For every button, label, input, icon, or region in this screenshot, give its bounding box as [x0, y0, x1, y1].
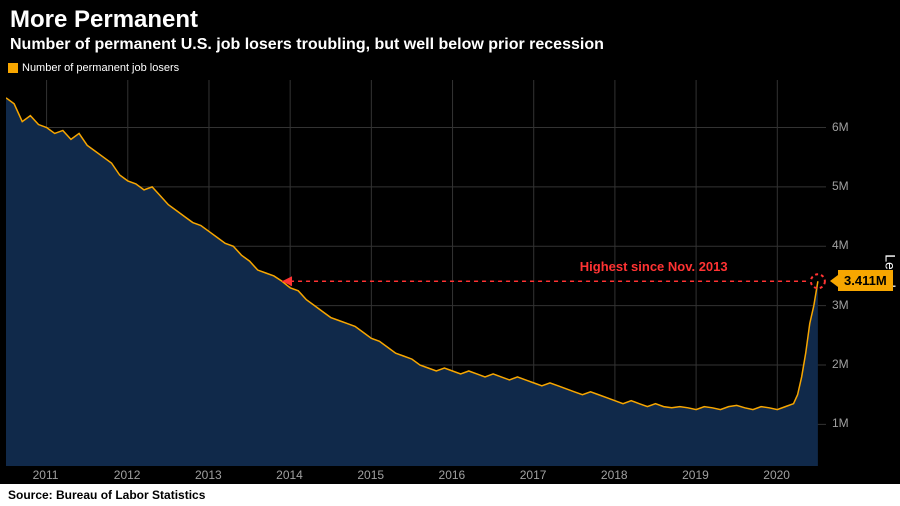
chart-title: More Permanent	[10, 6, 198, 34]
callout-value: 3.411M	[838, 270, 893, 291]
x-tick-label: 2013	[195, 468, 222, 482]
legend-label: Number of permanent job losers	[22, 62, 179, 74]
x-tick-label: 2016	[439, 468, 466, 482]
y-tick-label: 6M	[832, 120, 849, 134]
legend: Number of permanent job losers	[8, 62, 179, 74]
x-tick-label: 2012	[114, 468, 141, 482]
chart-frame: More Permanent Number of permanent U.S. …	[0, 0, 900, 506]
x-tick-label: 2018	[601, 468, 628, 482]
x-tick-label: 2014	[276, 468, 303, 482]
y-tick-label: 1M	[832, 416, 849, 430]
y-tick-label: 2M	[832, 357, 849, 371]
y-tick-label: 3M	[832, 298, 849, 312]
x-tick-label: 2017	[520, 468, 547, 482]
callout-arrow	[830, 275, 838, 287]
annotation-text: Highest since Nov. 2013	[580, 259, 728, 274]
chart-subtitle: Number of permanent U.S. job losers trou…	[10, 36, 604, 54]
chart-area: More Permanent Number of permanent U.S. …	[0, 0, 900, 484]
x-tick-label: 2011	[33, 468, 59, 482]
source-footer: Source: Bureau of Labor Statistics	[0, 484, 900, 506]
y-tick-label: 5M	[832, 179, 849, 193]
legend-swatch	[8, 63, 18, 73]
x-tick-label: 2015	[357, 468, 384, 482]
y-tick-label: 4M	[832, 238, 849, 252]
x-tick-label: 2020	[763, 468, 790, 482]
x-tick-label: 2019	[682, 468, 709, 482]
